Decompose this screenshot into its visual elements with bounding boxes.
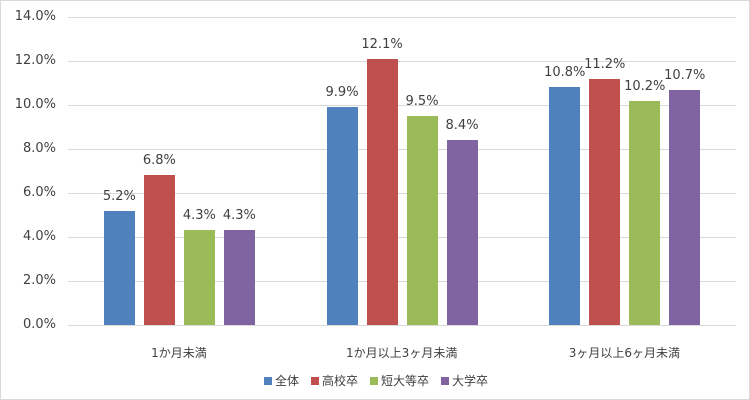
y-tick-label: 8.0%: [22, 141, 56, 156]
legend-label: 高校卒: [321, 374, 358, 388]
gridline: [68, 325, 736, 326]
data-label: 4.3%: [182, 208, 216, 224]
gridline: [68, 105, 736, 106]
x-category-label: 1か月以上3ヶ月未満: [346, 346, 458, 360]
bar: [223, 230, 255, 325]
bar: [446, 140, 478, 325]
y-tick-label: 12.0%: [14, 53, 56, 68]
x-category-label: 3ヶ月以上6ヶ月未満: [568, 346, 681, 360]
legend: 全体 高校卒 短大等卒 大学卒: [1, 372, 750, 389]
legend-label: 短大等卒: [381, 374, 430, 388]
y-tick-label: 0.0%: [22, 317, 56, 332]
bar: [143, 175, 175, 325]
gridline: [68, 17, 736, 18]
legend-swatch-icon: [263, 376, 272, 385]
y-tick-label: 2.0%: [22, 273, 56, 288]
data-label: 12.1%: [361, 36, 403, 52]
bar: [103, 210, 135, 325]
bar: [366, 58, 398, 325]
bar: [406, 116, 438, 325]
data-label: 10.2%: [624, 78, 666, 94]
legend-swatch-icon: [310, 376, 319, 385]
data-label: 5.2%: [102, 188, 136, 204]
legend-item: 高校卒: [310, 372, 358, 389]
legend-item: 短大等卒: [370, 372, 429, 389]
data-label: 9.9%: [325, 85, 359, 101]
data-label: 4.3%: [222, 208, 256, 224]
y-tick-label: 6.0%: [22, 185, 56, 200]
data-label: 9.5%: [405, 94, 439, 109]
legend-item: 大学卒: [441, 372, 488, 389]
legend-swatch-icon: [370, 376, 378, 385]
bar: [669, 89, 701, 325]
gridline: [68, 149, 736, 150]
gridline: [68, 237, 736, 238]
data-label: 10.8%: [544, 65, 586, 81]
legend-label: 全体: [274, 374, 299, 388]
x-category-label: 1か月未満: [151, 346, 207, 360]
bar: [589, 78, 621, 325]
gridline: [68, 281, 736, 282]
data-label: 8.4%: [445, 118, 479, 134]
bar: [549, 87, 581, 325]
legend-swatch-icon: [441, 376, 450, 385]
bar: [183, 230, 215, 325]
legend-item: 全体: [263, 372, 299, 389]
legend-label: 大学卒: [452, 374, 489, 388]
bar: [629, 100, 661, 325]
gridline: [68, 193, 736, 194]
data-label: 6.8%: [142, 153, 176, 169]
bar: [326, 107, 358, 325]
data-label: 10.7%: [664, 67, 706, 83]
data-label: 11.2%: [584, 56, 626, 72]
y-tick-label: 14.0%: [14, 9, 56, 24]
y-tick-label: 10.0%: [14, 97, 56, 112]
gridline: [68, 61, 736, 62]
y-tick-label: 4.0%: [22, 229, 56, 244]
